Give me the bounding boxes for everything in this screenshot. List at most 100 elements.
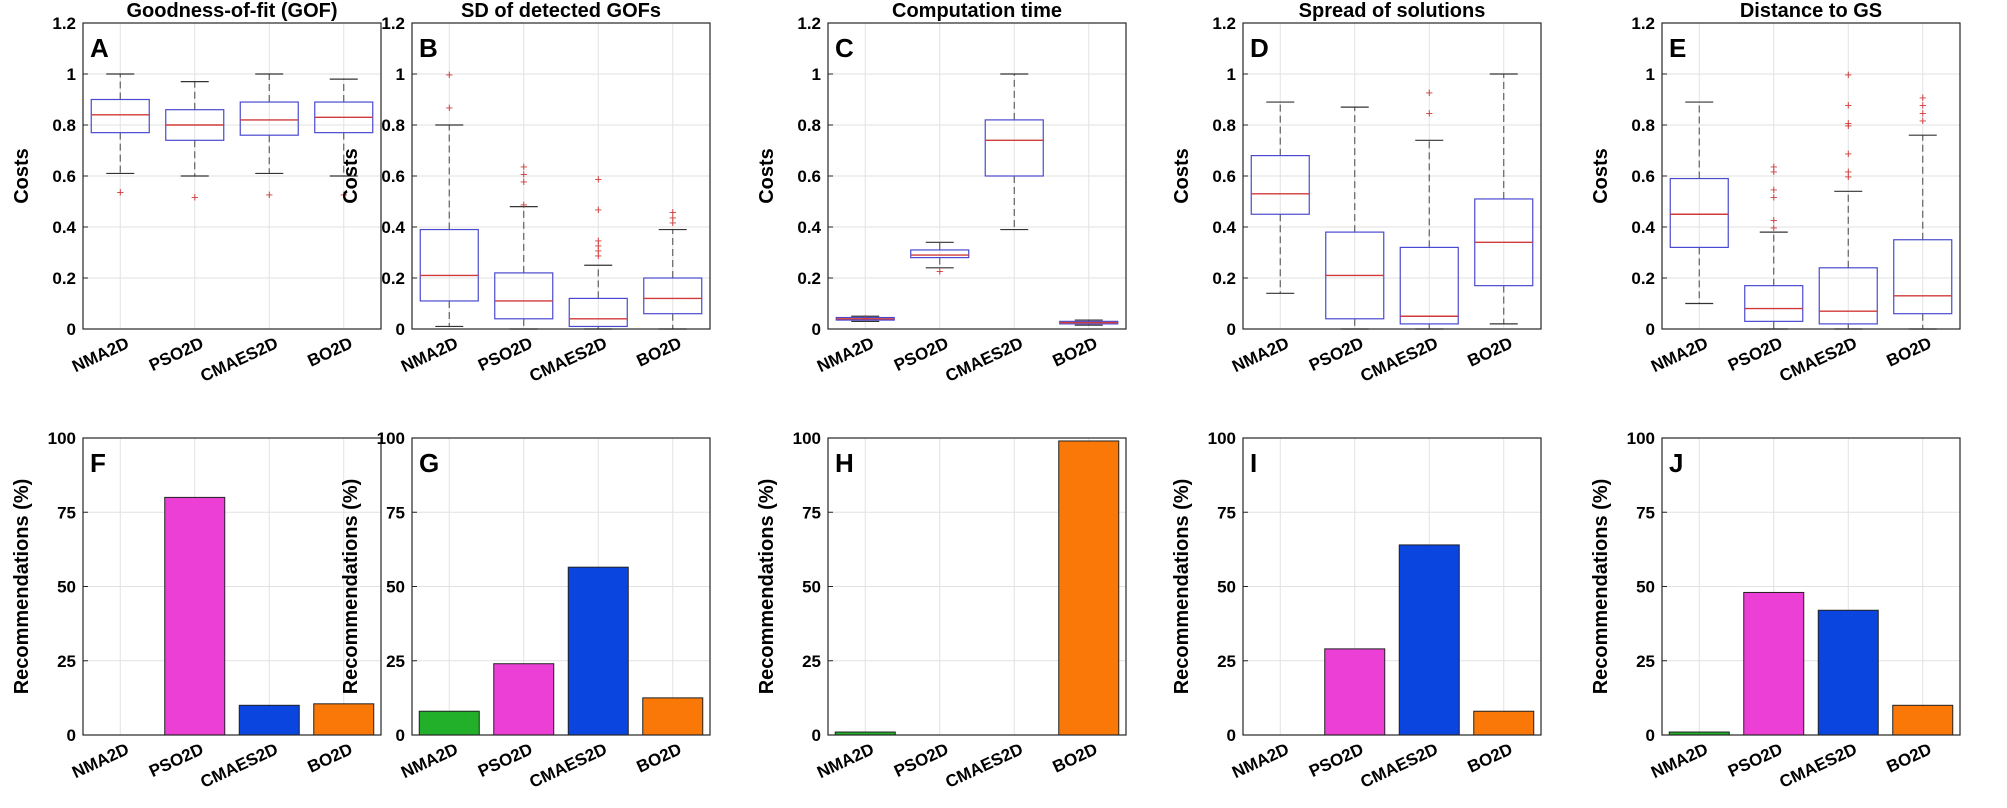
iqr-box xyxy=(494,272,554,320)
outlier-marker: + xyxy=(1844,146,1852,161)
panel-f-xtick-label: BO2D xyxy=(305,739,356,776)
panel-i-ytick-label: 0 xyxy=(1227,726,1236,745)
panel-g-ytick-label: 100 xyxy=(377,429,405,448)
panel-i-xtick-label: NMA2D xyxy=(1229,739,1292,782)
panel-a-xtick-label: BO2D xyxy=(305,333,356,370)
panel-f-bar-cmaes2d xyxy=(238,704,300,736)
outlier-marker: + xyxy=(1770,182,1778,197)
panel-b-ytick-label: 0.2 xyxy=(381,269,405,288)
panel-g-letter: G xyxy=(419,448,439,478)
panel-a-ylabel: Costs xyxy=(11,148,33,204)
panel-f-letter: F xyxy=(90,448,106,478)
outlier-marker: + xyxy=(1844,67,1852,82)
iqr-box xyxy=(1744,285,1804,322)
panel-d-title: Spread of solutions xyxy=(1299,0,1486,22)
panel-b-letter: B xyxy=(419,33,438,63)
panel-b-chart: 00.20.40.60.811.2+++++++++++++++NMA2D PSO… xyxy=(340,0,711,386)
panel-h-axes-frame xyxy=(827,437,1127,736)
panel-a-box-bo2d: + xyxy=(314,78,374,202)
iqr-box xyxy=(643,277,703,315)
panel-i-ytick-label: 75 xyxy=(1217,503,1236,522)
panel-e-letter: E xyxy=(1669,33,1686,63)
outlier-marker: + xyxy=(1844,164,1852,179)
outlier-marker: + xyxy=(1844,118,1852,133)
panel-a-box-cmaes2d: + xyxy=(239,73,299,202)
outlier-marker: + xyxy=(1919,113,1927,128)
panel-h-xtick-label: CMAES2D xyxy=(943,739,1026,791)
panel-g-bar-cmaes2d xyxy=(567,566,629,736)
panel-h-ytick-label: 75 xyxy=(802,503,821,522)
outlier-marker: + xyxy=(936,263,944,278)
panel-f-bar-bo2d xyxy=(313,703,375,736)
outlier-marker: + xyxy=(594,172,602,187)
panel-c-ytick-label: 0 xyxy=(812,320,821,339)
iqr-box xyxy=(1399,246,1459,325)
panel-d-ytick-label: 0 xyxy=(1227,320,1236,339)
panel-b-box-pso2d: ++++ xyxy=(494,159,554,330)
panel-e-xtick-label: CMAES2D xyxy=(1777,333,1860,385)
panel-i-bar-pso2d xyxy=(1324,648,1386,736)
panel-a-box-pso2d: + xyxy=(165,81,225,204)
panel-j-axes-frame xyxy=(1661,437,1961,736)
panel-d-ytick-label: 1.2 xyxy=(1212,14,1236,33)
panel-b-ytick-label: 1 xyxy=(396,65,405,84)
outlier-marker: + xyxy=(1770,159,1778,174)
panel-j-bar-bo2d xyxy=(1892,704,1954,736)
panel-h-ytick-label: 100 xyxy=(793,429,821,448)
outlier-marker: + xyxy=(1919,98,1927,113)
panel-d-xtick-label: BO2D xyxy=(1465,333,1516,370)
panel-d-ylabel: Costs xyxy=(1171,148,1193,204)
outlier-marker: + xyxy=(861,311,869,326)
panel-b-xtick-label: BO2D xyxy=(634,333,685,370)
panel-b-xtick-label: NMA2D xyxy=(398,333,461,376)
panel-d-ytick-label: 1 xyxy=(1227,65,1236,84)
outlier-marker: + xyxy=(265,187,273,202)
panel-e-ytick-label: 0.4 xyxy=(1631,218,1655,237)
panel-f-ytick-label: 75 xyxy=(57,503,76,522)
panel-h-ytick-label: 25 xyxy=(802,652,821,671)
panel-b-ytick-label: 0.4 xyxy=(381,218,405,237)
panel-g-bar-pso2d xyxy=(493,663,555,736)
panel-e-title: Distance to GS xyxy=(1740,0,1882,22)
panel-j-xtick-label: CMAES2D xyxy=(1777,739,1860,791)
panel-e-xtick-label: NMA2D xyxy=(1648,333,1711,376)
panel-j-ytick-label: 100 xyxy=(1627,429,1655,448)
panel-b-box-nma2d: ++ xyxy=(419,67,479,328)
outlier-marker: + xyxy=(1844,98,1852,113)
panel-i-xtick-label: CMAES2D xyxy=(1358,739,1441,791)
panel-f-ytick-label: 0 xyxy=(67,726,76,745)
panel-f-xtick-label: CMAES2D xyxy=(198,739,281,791)
iqr-box xyxy=(984,119,1044,177)
panel-c-box-nma2d: + xyxy=(835,311,895,326)
panel-g-ytick-label: 25 xyxy=(386,652,405,671)
panel-e-axes-frame xyxy=(1661,22,1961,330)
panel-d-axes-frame xyxy=(1242,22,1542,330)
panel-d-box-nma2d xyxy=(1250,101,1310,294)
panel-g-ytick-label: 50 xyxy=(386,578,405,597)
outlier-marker: + xyxy=(1844,115,1852,130)
panel-j-xtick-label: BO2D xyxy=(1884,739,1935,776)
iqr-box xyxy=(239,101,299,136)
panel-c-ytick-label: 0.4 xyxy=(797,218,821,237)
panel-e-xtick-label: BO2D xyxy=(1884,333,1935,370)
iqr-box xyxy=(90,98,150,134)
panel-e-ytick-label: 1.2 xyxy=(1631,14,1655,33)
panel-b-title: SD of detected GOFs xyxy=(461,0,661,22)
outlier-marker: + xyxy=(594,243,602,258)
panel-c-ylabel: Costs xyxy=(756,148,778,204)
panel-d-xtick-label: CMAES2D xyxy=(1358,333,1441,385)
panel-a-xtick-label: NMA2D xyxy=(69,333,132,376)
panel-a-ytick-label: 0 xyxy=(67,320,76,339)
panel-j-ytick-label: 75 xyxy=(1636,503,1655,522)
panel-d-ytick-label: 0.8 xyxy=(1212,116,1236,135)
panel-g-ylabel: Recommendations (%) xyxy=(340,479,362,695)
iqr-box xyxy=(568,297,628,328)
panel-c-ytick-label: 1.2 xyxy=(797,14,821,33)
